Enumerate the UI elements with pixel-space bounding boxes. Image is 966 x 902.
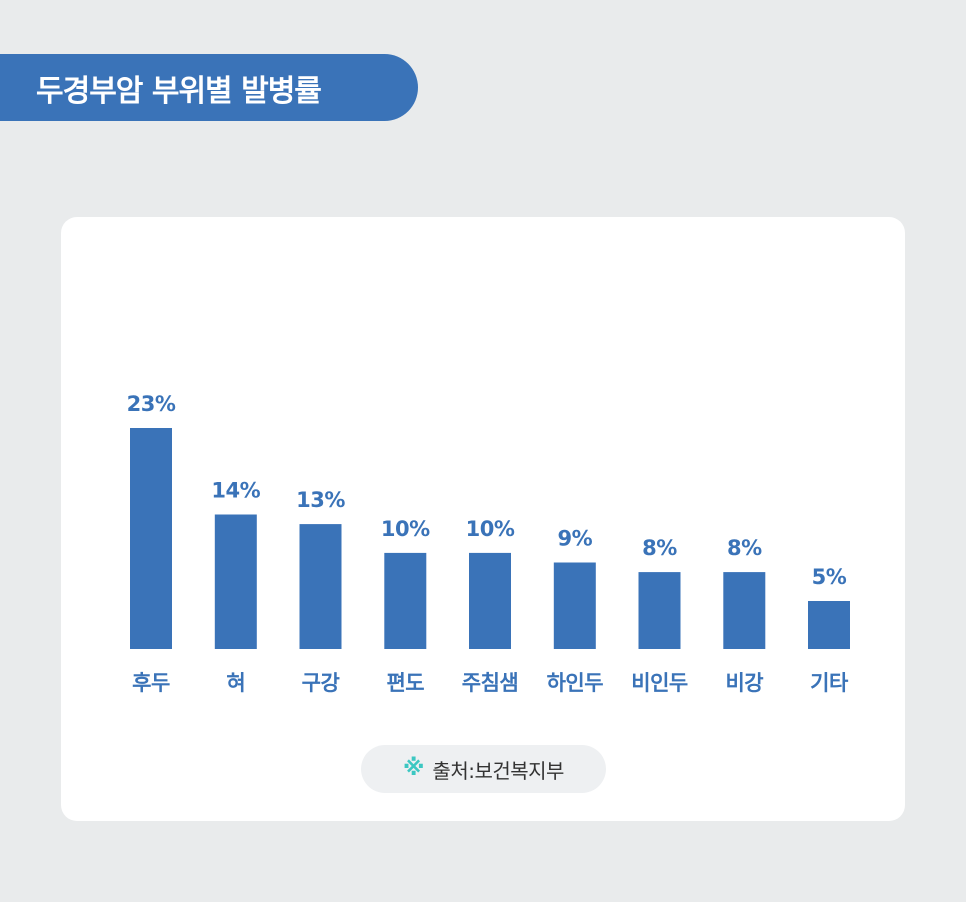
reference-mark-icon: ※ [403, 756, 425, 781]
category-label-6: 비인두 [631, 671, 688, 695]
bar-3 [384, 552, 427, 649]
bar-2 [299, 524, 342, 649]
source-text: 출처:보건복지부 [432, 758, 564, 783]
value-label-7: 8% [727, 536, 762, 560]
category-label-2: 구강 [302, 671, 340, 695]
bar-7 [723, 572, 766, 649]
source-badge: ※ 출처:보건복지부 [361, 745, 606, 793]
category-label-0: 후두 [132, 671, 170, 695]
value-label-4: 10% [466, 517, 515, 541]
value-label-8: 5% [812, 565, 847, 589]
bar-chart: 23% 후두 14% 혀 13% 구강 10% 편도 10% 주침샘 9% 하인두 8% 비인두 8% 비강 5… [127, 392, 850, 695]
bar-0 [130, 428, 172, 649]
value-label-6: 8% [642, 536, 677, 560]
category-label-8: 기타 [810, 671, 849, 695]
title-banner: 두경부암 부위별 발병률 [0, 54, 418, 121]
value-label-1: 14% [211, 479, 260, 503]
bar-8 [808, 601, 850, 649]
category-label-3: 편도 [386, 671, 424, 695]
bar-1 [214, 514, 257, 649]
bar-6 [638, 572, 681, 649]
category-label-7: 비강 [725, 671, 763, 695]
category-label-4: 주침샘 [462, 671, 518, 695]
bar-5 [553, 562, 596, 649]
chart-card: 23% 후두 14% 혀 13% 구강 10% 편도 10% 주침샘 9% 하인두 8% 비인두 8% 비강 5… [61, 217, 905, 821]
value-label-0: 23% [127, 392, 176, 416]
bar-4 [469, 552, 511, 649]
category-label-1: 혀 [226, 671, 245, 695]
value-label-5: 9% [557, 527, 592, 551]
category-label-5: 하인두 [547, 671, 604, 695]
value-label-3: 10% [381, 517, 430, 541]
value-label-2: 13% [296, 488, 345, 512]
page-title: 두경부암 부위별 발병률 [36, 73, 322, 109]
